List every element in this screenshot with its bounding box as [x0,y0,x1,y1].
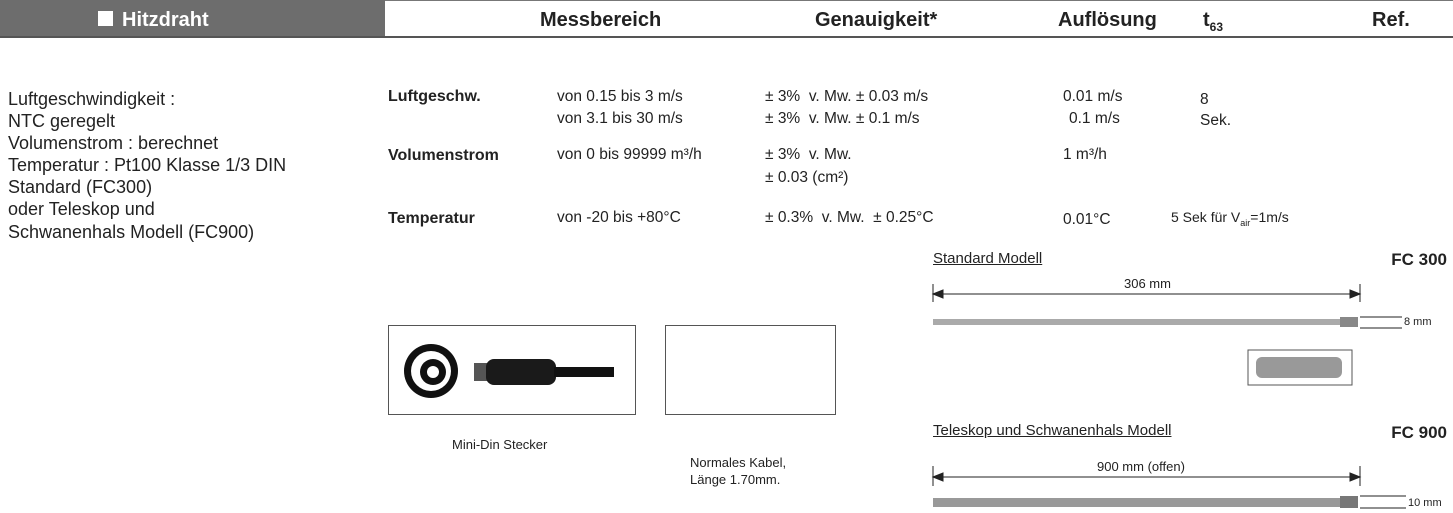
desc-line: Volumenstrom : berechnet [8,134,218,152]
accuracy: ± 3% v. Mw. ± 0.03 m/s [765,89,928,105]
resolution: 0.01°C [1063,212,1111,228]
range: von 3.1 bis 30 m/s [557,111,683,127]
desc-line: Schwanenhals Modell (FC900) [8,223,254,241]
t63-text: =1m/s [1250,209,1289,225]
desc-line: NTC geregelt [8,112,115,130]
row-label: Volumenstrom [388,148,499,164]
probe-title: Standard Modell [933,251,1042,266]
probe-ref: FC 300 [1391,251,1447,268]
caption: Länge 1.70mm. [690,473,780,486]
desc-line: Standard (FC300) [8,178,152,196]
desc-line: Temperatur : Pt100 Klasse 1/3 DIN [8,156,286,174]
col-range: Messbereich [540,10,661,30]
probe-diameter: 10 mm [1408,498,1442,509]
col-ref: Ref. [1372,10,1410,30]
t63-sub: air [1240,218,1250,228]
range: von -20 bis +80°C [557,210,681,226]
caption: Normales Kabel, [690,456,786,469]
t63-text: 5 Sek für V [1171,209,1240,225]
probe-title: Teleskop und Schwanenhals Modell [933,423,1171,438]
col-resolution: Auflösung [1058,10,1157,30]
header-rule-top [385,0,1453,1]
resolution: 1 m³/h [1063,147,1107,163]
t63: Sek. [1200,113,1231,129]
header-icon [98,11,113,26]
t63: 8 [1200,92,1209,108]
t63-main: t [1203,9,1210,31]
t63: 5 Sek für Vair=1m/s [1171,210,1289,228]
t63-sub: 63 [1210,20,1223,34]
row-label: Temperatur [388,211,475,227]
probe-length: 900 mm (offen) [1097,460,1185,473]
desc-line: oder Teleskop und [8,200,155,218]
probe-diameter: 8 mm [1404,317,1432,328]
page: Hitzdraht Messbereich Genauigkeit* Auflö… [0,0,1453,513]
accuracy: ± 3% v. Mw. [765,147,852,163]
probe-ref: FC 900 [1391,424,1447,441]
accuracy: ± 3% v. Mw. ± 0.1 m/s [765,111,920,127]
header-title: Hitzdraht [122,10,209,30]
accuracy: ± 0.03 (cm²) [765,170,848,186]
resolution: 0.1 m/s [1069,111,1120,127]
cable-image [665,325,836,415]
col-t63: t63 [1203,10,1223,33]
caption: Mini-Din Stecker [452,438,547,451]
header-rule [0,36,1453,38]
row-label: Luftgeschw. [388,89,481,105]
connector-drawing [389,326,635,414]
range: von 0.15 bis 3 m/s [557,89,683,105]
probe-length: 306 mm [1124,277,1171,290]
resolution: 0.01 m/s [1063,89,1122,105]
probe-drawings [0,0,1453,513]
accuracy: ± 0.3% v. Mw. ± 0.25°C [765,210,934,226]
connector-image [388,325,636,415]
col-accuracy: Genauigkeit* [815,10,937,30]
range: von 0 bis 99999 m³/h [557,147,702,163]
desc-line: Luftgeschwindigkeit : [8,90,175,108]
